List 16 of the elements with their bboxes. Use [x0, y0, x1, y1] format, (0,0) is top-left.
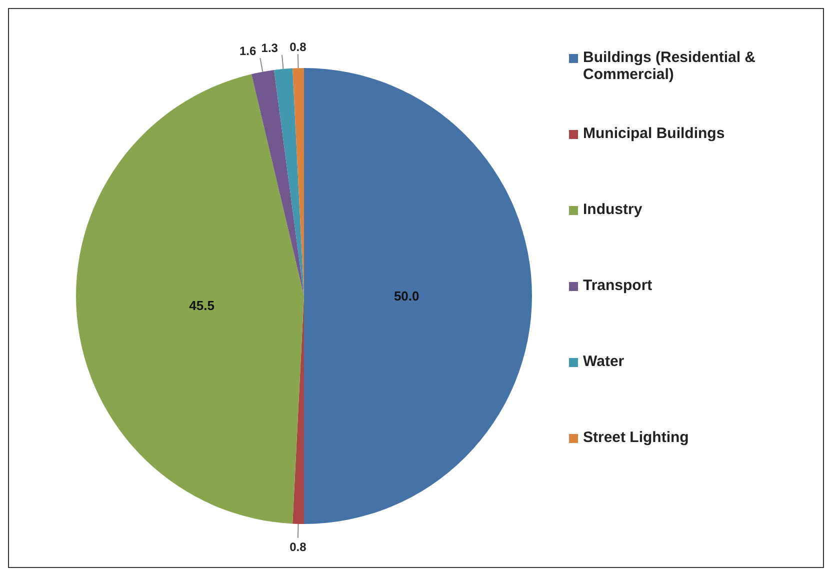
data-label: 45.5	[189, 298, 214, 313]
data-label: 1.3	[261, 41, 278, 56]
legend-label: Municipal Buildings	[583, 125, 725, 142]
data-label: 50.0	[394, 288, 420, 304]
legend-label: Industry	[583, 201, 642, 218]
pie-slice	[274, 68, 304, 296]
legend-label: Transport	[583, 277, 652, 294]
legend-label: Buildings (Residential & Commercial)	[583, 49, 757, 83]
legend-label: Street Lighting	[583, 429, 689, 446]
data-label: 0.8	[290, 540, 307, 554]
pie-slice	[76, 74, 304, 524]
data-label: 1.6	[239, 44, 256, 58]
legend-label: Water	[583, 353, 624, 370]
data-label: 0.8	[290, 40, 307, 54]
pie-slice	[251, 70, 304, 296]
pie-slice	[304, 68, 532, 524]
